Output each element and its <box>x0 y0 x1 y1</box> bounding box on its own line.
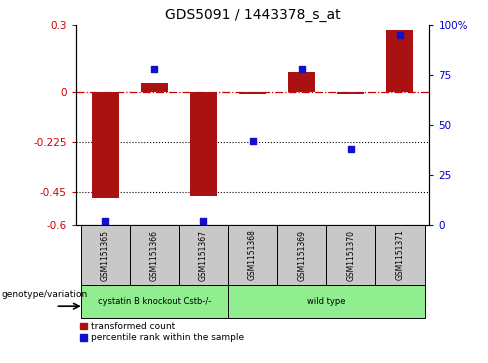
Text: GSM1151370: GSM1151370 <box>346 229 355 281</box>
Text: cystatin B knockout Cstb-/-: cystatin B knockout Cstb-/- <box>98 297 211 306</box>
Point <box>150 66 158 72</box>
Legend: transformed count, percentile rank within the sample: transformed count, percentile rank withi… <box>80 322 244 342</box>
Text: GSM1151368: GSM1151368 <box>248 229 257 281</box>
Bar <box>288 72 315 92</box>
Point <box>249 138 257 144</box>
Text: GSM1151369: GSM1151369 <box>297 229 306 281</box>
Point <box>396 32 404 38</box>
Bar <box>337 92 365 94</box>
Bar <box>141 83 168 92</box>
Point <box>298 66 305 72</box>
Bar <box>179 225 228 285</box>
Point <box>101 218 109 224</box>
Title: GDS5091 / 1443378_s_at: GDS5091 / 1443378_s_at <box>165 8 340 22</box>
Bar <box>228 225 277 285</box>
Bar <box>239 92 266 94</box>
Text: GSM1151365: GSM1151365 <box>101 229 110 281</box>
Text: wild type: wild type <box>307 297 346 306</box>
Bar <box>81 225 130 285</box>
Bar <box>92 92 119 199</box>
Text: GSM1151371: GSM1151371 <box>395 229 405 281</box>
Point <box>347 146 355 152</box>
Text: genotype/variation: genotype/variation <box>2 290 88 299</box>
Text: GSM1151367: GSM1151367 <box>199 229 208 281</box>
Bar <box>190 92 217 196</box>
Bar <box>277 225 326 285</box>
Bar <box>326 225 375 285</box>
Bar <box>228 285 425 318</box>
Bar <box>375 225 425 285</box>
Bar <box>386 30 413 92</box>
Point <box>200 218 207 224</box>
Bar <box>130 225 179 285</box>
Bar <box>81 285 228 318</box>
Text: GSM1151366: GSM1151366 <box>150 229 159 281</box>
